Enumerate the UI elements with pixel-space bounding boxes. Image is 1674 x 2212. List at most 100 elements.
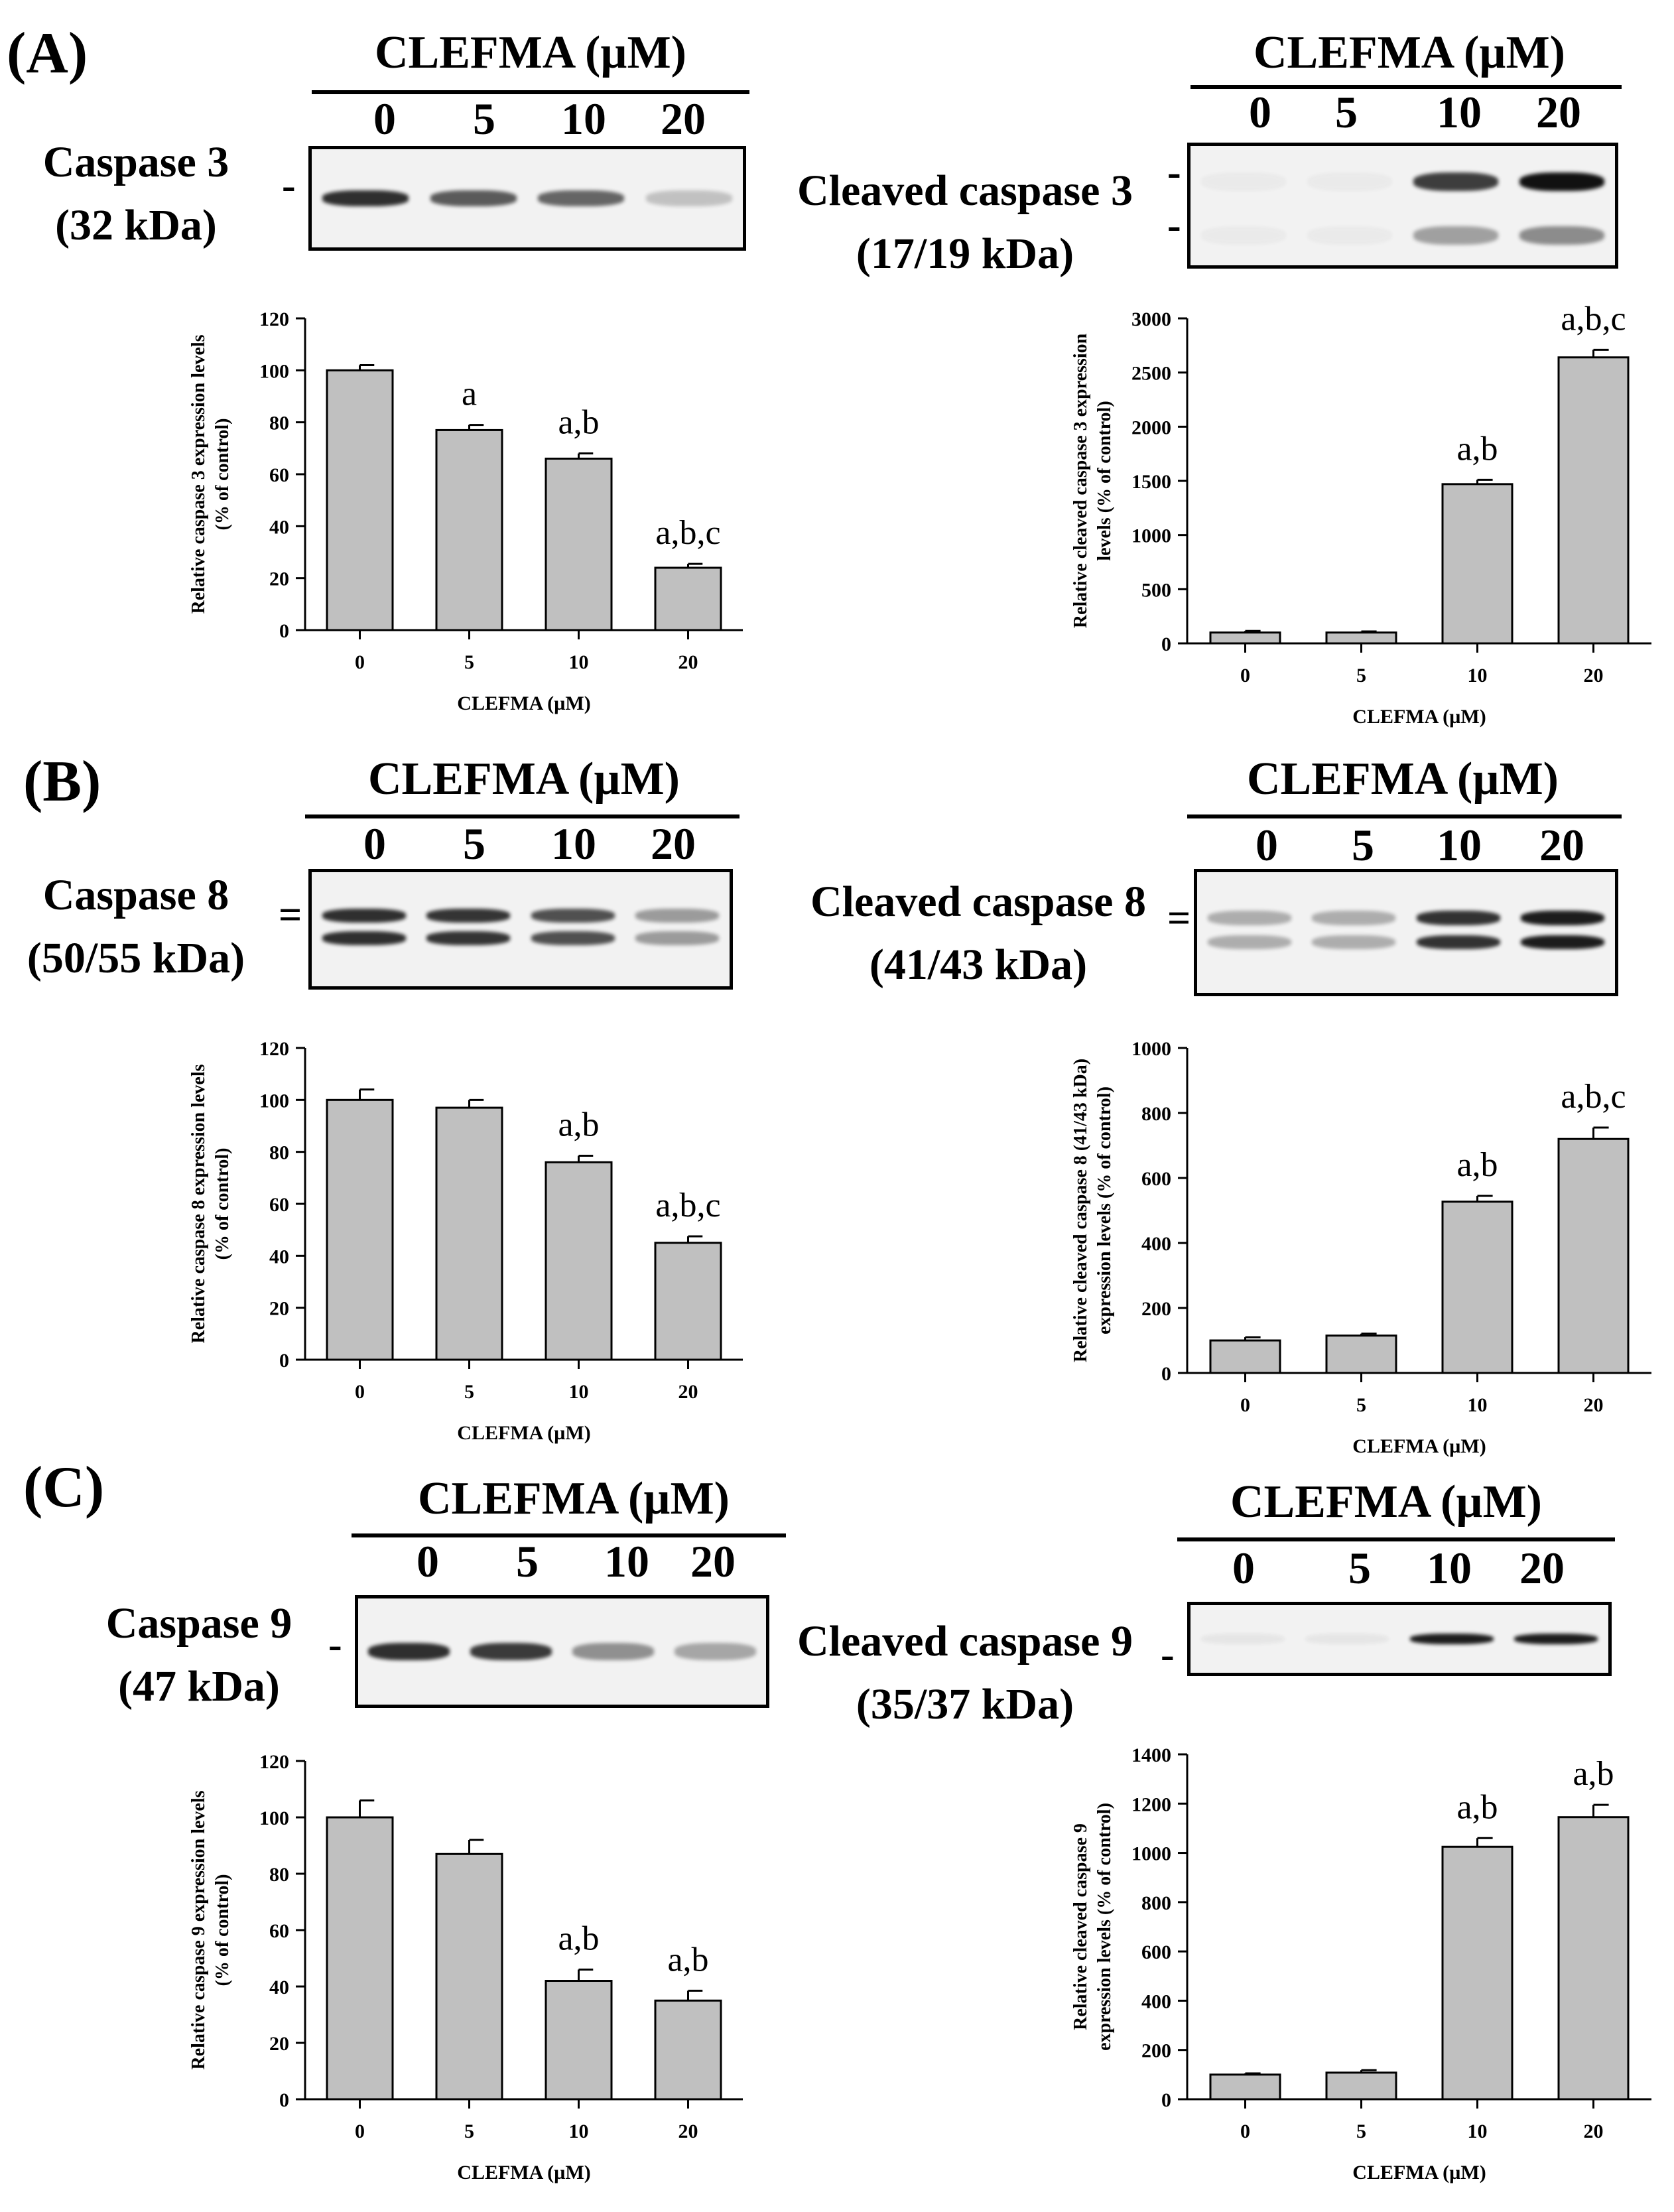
lane-label: 10	[561, 94, 606, 144]
bar	[1441, 1845, 1513, 2101]
x-tick-label: 5	[464, 1381, 474, 1403]
x-axis-label: CLEFMA (µM)	[1352, 1435, 1486, 1457]
blot-band	[1413, 172, 1498, 192]
lane-label: 5	[463, 818, 485, 869]
size-marker: =	[1167, 896, 1191, 941]
blot-band	[635, 931, 720, 946]
blot-band	[322, 909, 406, 923]
lane-label: 0	[417, 1536, 439, 1587]
lane-label: 10	[1437, 87, 1482, 137]
bar-chart-cleaved-caspase-3: 0 500 1000 1500 2000 2500 3000 0 5 10 a,b 20 a,b,c CL…	[1070, 300, 1651, 728]
lane-label: 20	[1519, 1543, 1565, 1593]
protein-size: (41/43 kDa)	[869, 941, 1088, 989]
lane-label: 5	[1335, 87, 1358, 137]
lane-label: 0	[363, 818, 386, 869]
y-tick-label: 600	[1141, 1941, 1171, 1963]
blot-band	[426, 931, 511, 946]
blot-rule	[352, 1533, 786, 1537]
lane-label: 20	[1536, 87, 1581, 137]
significance-label: a,b	[1456, 1146, 1498, 1184]
y-tick-label: 0	[279, 620, 289, 642]
bar-chart-caspase-9: 0 20 40 60 80 100 120 0 5 10 a,b 20 a,b CLEFMA (µM) Re…	[188, 1751, 743, 2183]
x-axis-label: CLEFMA (µM)	[457, 692, 590, 714]
western-blot-cleaved-caspase-3	[1187, 143, 1618, 269]
y-tick-label: 500	[1141, 579, 1171, 601]
blot-band	[1201, 226, 1286, 245]
lane-label: 10	[551, 818, 596, 869]
size-marker: -	[328, 1622, 342, 1667]
lane-label: 10	[604, 1536, 649, 1587]
bar	[654, 566, 722, 631]
bar	[435, 1853, 503, 2101]
y-tick-label: 60	[269, 464, 289, 486]
western-blot-cleaved-caspase-9	[1187, 1602, 1612, 1676]
blot-rule	[305, 814, 740, 818]
significance-label: a,b	[558, 1920, 599, 1958]
x-tick-label: 5	[464, 651, 474, 673]
bar	[1557, 1138, 1630, 1374]
protein-name: Caspase 3	[42, 138, 229, 186]
x-axis-label: CLEFMA (µM)	[457, 1422, 590, 1444]
blot-band	[531, 909, 615, 923]
y-tick-label: 0	[1161, 633, 1171, 655]
panel-label-c: (C)	[23, 1455, 105, 1520]
lane-label: 0	[1249, 87, 1271, 137]
blot-band	[1312, 911, 1396, 926]
panel-label-a: (A)	[7, 21, 88, 86]
western-blot-cleaved-caspase-8	[1194, 869, 1618, 996]
blot-title: CLEFMA (µM)	[368, 753, 680, 805]
x-tick-label: 20	[678, 2120, 698, 2142]
significance-label: a	[462, 375, 477, 413]
y-tick-label: 0	[1161, 1363, 1171, 1385]
x-tick-label: 10	[569, 1381, 589, 1403]
size-marker: =	[279, 893, 302, 938]
bar	[1557, 1816, 1630, 2101]
lane-label: 20	[651, 818, 696, 869]
y-tick-label: 1000	[1131, 1843, 1171, 1865]
blot-title: CLEFMA (µM)	[418, 1473, 730, 1524]
y-tick-label: 400	[1141, 1990, 1171, 2012]
blot-band	[674, 1643, 756, 1660]
x-tick-label: 10	[1468, 2120, 1488, 2142]
protein-size: (17/19 kDa)	[856, 229, 1074, 278]
lane-label: 5	[1352, 820, 1374, 870]
bar	[326, 369, 394, 631]
western-blot-caspase-8	[308, 869, 733, 990]
y-axis-label: levels (% of control)	[1094, 401, 1115, 560]
y-axis-label: expression levels (% of control)	[1094, 1086, 1115, 1334]
y-tick-label: 100	[259, 360, 289, 382]
x-tick-label: 10	[1468, 665, 1488, 686]
lane-label: 10	[1437, 820, 1482, 870]
blot-band	[430, 190, 517, 206]
y-tick-label: 100	[259, 1090, 289, 1112]
lane-label: 10	[1427, 1543, 1472, 1593]
size-marker: -	[1167, 150, 1181, 195]
blot-rule	[1191, 85, 1622, 89]
blot-band	[1521, 911, 1605, 926]
size-marker: -	[282, 163, 296, 208]
bar	[435, 1106, 503, 1361]
significance-label: a,b,c	[655, 1187, 720, 1224]
blot-band	[470, 1643, 552, 1660]
bar-chart-caspase-8: 0 20 40 60 80 100 120 0 5 10 a,b 20 a,b,c CLEFMA (µM)…	[188, 1038, 743, 1444]
blot-band	[1200, 1633, 1285, 1645]
blot-band	[1307, 226, 1392, 245]
x-tick-label: 0	[355, 651, 365, 673]
x-tick-label: 0	[1240, 665, 1250, 686]
lane-label: 20	[1539, 820, 1584, 870]
protein-name: Caspase 9	[105, 1599, 292, 1648]
significance-label: a,b,c	[655, 514, 720, 552]
bar	[1325, 2071, 1397, 2101]
blot-rule	[1187, 814, 1622, 818]
x-tick-label: 5	[1356, 665, 1366, 686]
y-tick-label: 600	[1141, 1168, 1171, 1190]
y-axis-label: (% of control)	[212, 1874, 233, 1986]
blot-title: CLEFMA (µM)	[1254, 27, 1565, 78]
lane-label: 0	[1256, 820, 1278, 870]
y-tick-label: 2500	[1131, 363, 1171, 385]
significance-label: a,b,c	[1561, 300, 1626, 338]
y-axis-label: Relative caspase 9 expression levels	[188, 1790, 209, 2069]
lane-label: 20	[690, 1536, 736, 1587]
x-axis-label: CLEFMA (µM)	[457, 2162, 590, 2183]
y-tick-label: 400	[1141, 1233, 1171, 1255]
